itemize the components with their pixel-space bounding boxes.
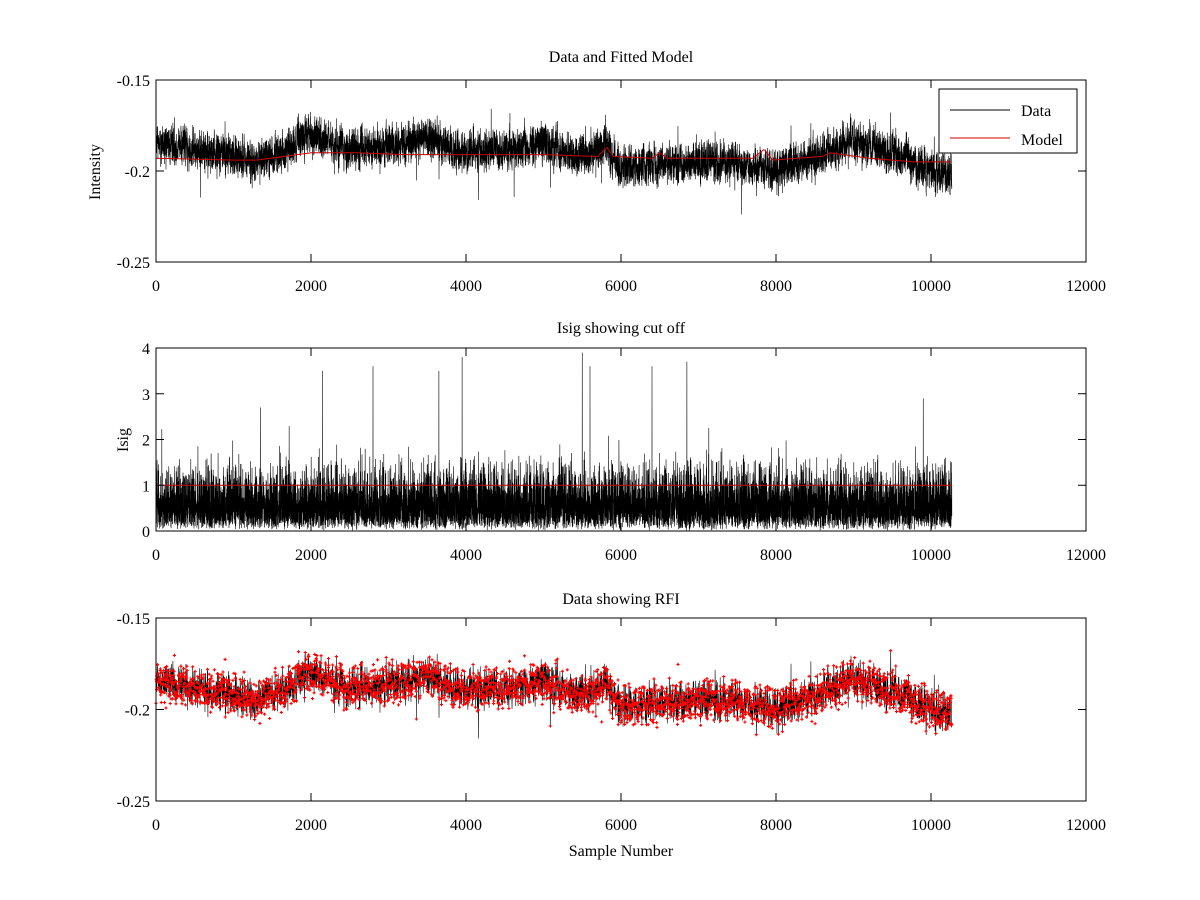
x-tick-label: 8000 [760, 547, 792, 564]
ticks: 0 2000 4000 6000 8000 10000 12000 -0.25 -0.2 -0.1… [117, 611, 1106, 834]
ticks: 0 2000 4000 6000 8000 10000 12000 0 1 2 3 4 [142, 341, 1106, 564]
y-axis-label: Isig [115, 428, 132, 452]
y-axis-label: Intensity [87, 144, 104, 200]
y-tick-label: 0 [142, 524, 150, 541]
x-tick-label: 12000 [1066, 278, 1106, 295]
x-tick-label: 12000 [1066, 817, 1106, 834]
y-tick-label: -0.25 [117, 255, 150, 272]
series-line-isig [155, 352, 953, 531]
x-tick-label: 10000 [911, 817, 951, 834]
plot-area [155, 108, 953, 215]
x-tick-label: 4000 [450, 547, 482, 564]
x-tick-label: 0 [152, 547, 160, 564]
x-tick-label: 2000 [295, 817, 327, 834]
y-tick-label: 1 [142, 478, 150, 495]
legend: Data Model [938, 88, 1078, 154]
x-tick-label: 8000 [760, 817, 792, 834]
x-tick-label: 4000 [450, 278, 482, 295]
x-tick-label: 0 [152, 817, 160, 834]
y-tick-label: 4 [142, 341, 150, 358]
x-tick-label: 8000 [760, 278, 792, 295]
x-tick-label: 4000 [450, 817, 482, 834]
y-tick-label: 3 [142, 387, 150, 404]
y-tick-label: 2 [142, 433, 150, 450]
panel-data-and-fitted-model: Data and Fitted Model Intensity 0 2000 400… [87, 49, 1106, 295]
ticks: 0 2000 4000 6000 8000 10000 12000 -0.25 -0.2 -0.1… [117, 73, 1106, 295]
x-tick-label: 10000 [911, 278, 951, 295]
series-line-model [155, 146, 952, 163]
plot-area [155, 352, 953, 531]
y-tick-label: -0.15 [117, 73, 150, 90]
legend-entry-model: Model [1021, 132, 1063, 149]
x-tick-label: 10000 [911, 547, 951, 564]
panel-isig-showing-cut-off: Isig showing cut off Isig 0 2000 4000 6000 8… [115, 320, 1106, 564]
x-tick-label: 2000 [295, 547, 327, 564]
chart-title: Data and Fitted Model [549, 49, 694, 66]
legend-entry-data: Data [1021, 103, 1051, 120]
y-tick-label: -0.25 [117, 794, 150, 811]
series-line-data [155, 108, 953, 215]
x-tick-label: 6000 [605, 817, 637, 834]
x-tick-label: 0 [152, 278, 160, 295]
chart-title: Data showing RFI [562, 591, 679, 608]
legend-box [938, 88, 1078, 154]
x-axis-label: Sample Number [569, 843, 674, 860]
x-tick-label: 12000 [1066, 547, 1106, 564]
y-tick-label: -0.2 [125, 164, 150, 181]
x-tick-label: 6000 [605, 278, 637, 295]
panel-data-showing-rfi: Data showing RFI 0 2000 4000 6000 8000 10000 1… [117, 591, 1106, 860]
y-tick-label: -0.15 [117, 611, 150, 628]
chart-title: Isig showing cut off [557, 320, 686, 337]
x-tick-label: 2000 [295, 278, 327, 295]
y-tick-label: -0.2 [125, 703, 150, 720]
x-tick-label: 6000 [605, 547, 637, 564]
